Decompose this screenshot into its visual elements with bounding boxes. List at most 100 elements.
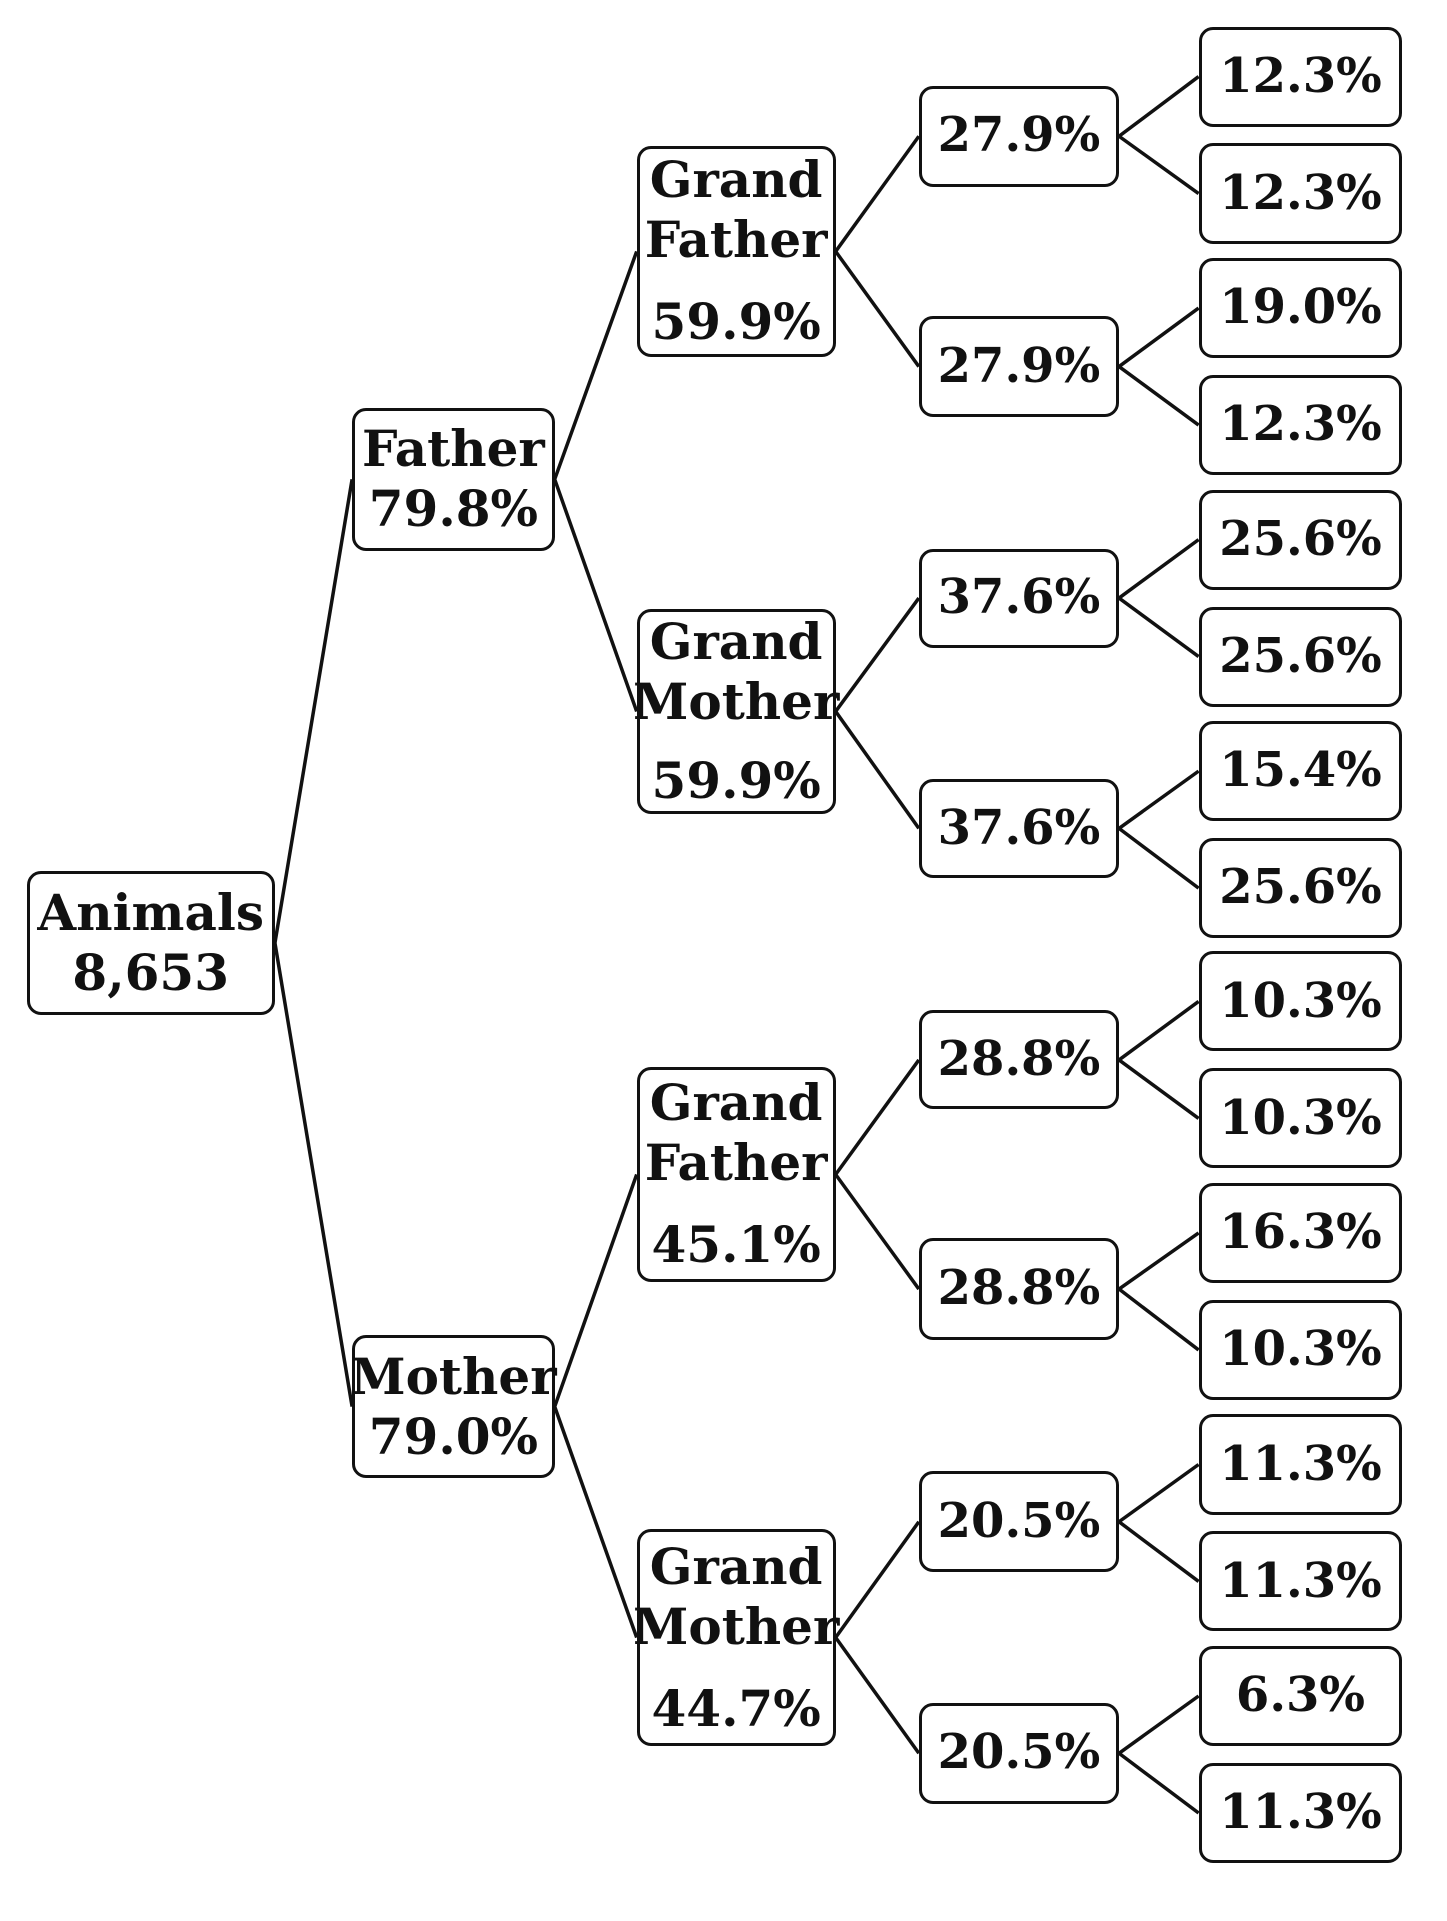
connector-line <box>1117 596 1200 658</box>
node-leaf: 12.3% <box>1198 143 1403 244</box>
father-label: Father <box>362 419 545 479</box>
node-great-grandparent: 28.8% <box>918 1238 1119 1340</box>
node-great-grandparent: 28.8% <box>918 1010 1119 1110</box>
connector-line <box>834 710 921 830</box>
node-paternal-grandmother: Grand Mother 59.9% <box>633 608 839 814</box>
leaf-value: 19.0% <box>1219 279 1382 336</box>
node-leaf: 25.6% <box>1198 489 1403 590</box>
node-leaf: 10.3% <box>1198 951 1403 1052</box>
node-leaf: 19.0% <box>1198 258 1403 359</box>
node-leaf: 10.3% <box>1198 1299 1403 1400</box>
leaf-value: 16.3% <box>1219 1204 1382 1261</box>
node-leaf: 12.3% <box>1198 26 1403 127</box>
connector-line <box>834 1636 921 1755</box>
great-grandparent-value: 28.8% <box>937 1260 1101 1317</box>
grandparent-value: 59.9% <box>651 292 821 352</box>
leaf-value: 10.3% <box>1219 1321 1382 1378</box>
connector-line <box>1117 1287 1200 1352</box>
node-great-grandparent: 20.5% <box>918 1702 1119 1804</box>
grandparent-label-2: Father <box>644 210 828 270</box>
grandparent-label-2: Father <box>644 1133 828 1193</box>
leaf-value: 12.3% <box>1219 396 1382 453</box>
node-leaf: 6.3% <box>1198 1645 1403 1747</box>
node-father: Father 79.8% <box>352 407 555 552</box>
connector-line <box>1117 827 1200 890</box>
connector-line <box>1117 306 1200 368</box>
grandparent-label-2: Mother <box>633 1596 840 1656</box>
grandparent-value: 59.9% <box>651 750 821 810</box>
great-grandparent-value: 20.5% <box>937 1724 1101 1781</box>
connector-line <box>1117 134 1200 195</box>
leaf-value: 11.3% <box>1219 1435 1382 1492</box>
connector-line <box>1117 538 1200 600</box>
leaf-value: 11.3% <box>1219 1552 1382 1609</box>
mother-label: Mother <box>350 1346 557 1406</box>
great-grandparent-value: 20.5% <box>937 1492 1101 1549</box>
leaf-value: 12.3% <box>1219 47 1382 104</box>
leaf-value: 11.3% <box>1219 1784 1382 1841</box>
great-grandparent-value: 28.8% <box>937 1031 1101 1088</box>
node-leaf: 10.3% <box>1198 1068 1403 1169</box>
great-grandparent-value: 27.9% <box>937 107 1101 164</box>
node-leaf: 15.4% <box>1198 721 1403 822</box>
node-paternal-grandfather: Grand Father 59.9% <box>636 145 836 357</box>
father-value: 79.8% <box>368 479 539 539</box>
leaf-value: 12.3% <box>1219 164 1382 221</box>
node-animals: Animals 8,653 <box>26 870 275 1016</box>
connector-line <box>834 1520 921 1639</box>
grandparent-label-1: Grand <box>649 150 823 210</box>
connector-line <box>553 478 639 713</box>
root-value: 8,653 <box>72 942 229 1002</box>
node-maternal-grandmother: Grand Mother 44.7% <box>633 1528 839 1747</box>
grandparent-label-2: Mother <box>633 671 840 731</box>
node-leaf: 11.3% <box>1198 1531 1403 1632</box>
connector-line <box>553 250 639 480</box>
leaf-value: 6.3% <box>1235 1667 1366 1724</box>
connector-line <box>834 1058 921 1176</box>
root-label: Animals <box>37 882 264 942</box>
connector-line <box>834 597 921 713</box>
node-leaf: 11.3% <box>1198 1414 1403 1515</box>
grandparent-value: 45.1% <box>651 1215 821 1275</box>
mother-value: 79.0% <box>368 1406 539 1466</box>
leaf-value: 10.3% <box>1219 972 1382 1029</box>
node-leaf: 11.3% <box>1198 1762 1403 1863</box>
node-leaf: 25.6% <box>1198 838 1403 939</box>
connector-line <box>1117 769 1200 830</box>
connector-line <box>553 1406 639 1639</box>
node-maternal-grandfather: Grand Father 45.1% <box>636 1067 836 1282</box>
connector-line <box>273 479 354 944</box>
connector-line <box>1117 75 1200 138</box>
connector-line <box>1117 1694 1200 1755</box>
leaf-value: 25.6% <box>1219 510 1382 567</box>
node-great-grandparent: 27.9% <box>918 315 1119 418</box>
connector-line <box>1117 1058 1200 1120</box>
connector-line <box>1117 1751 1200 1815</box>
leaf-value: 10.3% <box>1219 1089 1382 1146</box>
node-leaf: 25.6% <box>1198 606 1403 707</box>
grandparent-label-1: Grand <box>649 611 823 671</box>
connector-line <box>1117 1000 1200 1062</box>
great-grandparent-value: 27.9% <box>937 337 1101 394</box>
node-great-grandparent: 37.6% <box>918 778 1119 878</box>
connector-line <box>834 250 921 368</box>
node-great-grandparent: 37.6% <box>918 548 1119 648</box>
grandparent-label-1: Grand <box>649 1073 823 1133</box>
grandparent-value: 44.7% <box>651 1678 821 1738</box>
node-mother: Mother 79.0% <box>350 1334 557 1479</box>
great-grandparent-value: 37.6% <box>937 569 1101 626</box>
grandparent-label-1: Grand <box>649 1536 823 1596</box>
connector-line <box>834 1173 921 1291</box>
node-great-grandparent: 27.9% <box>918 85 1119 187</box>
node-leaf: 16.3% <box>1198 1182 1403 1283</box>
connector-line <box>553 1173 639 1408</box>
connector-line <box>1117 1463 1200 1524</box>
leaf-value: 25.6% <box>1219 627 1382 684</box>
connector-line <box>1117 365 1200 427</box>
node-leaf: 12.3% <box>1198 375 1403 476</box>
connector-line <box>834 135 921 253</box>
connector-line <box>1117 1520 1200 1583</box>
leaf-value: 25.6% <box>1219 859 1382 916</box>
